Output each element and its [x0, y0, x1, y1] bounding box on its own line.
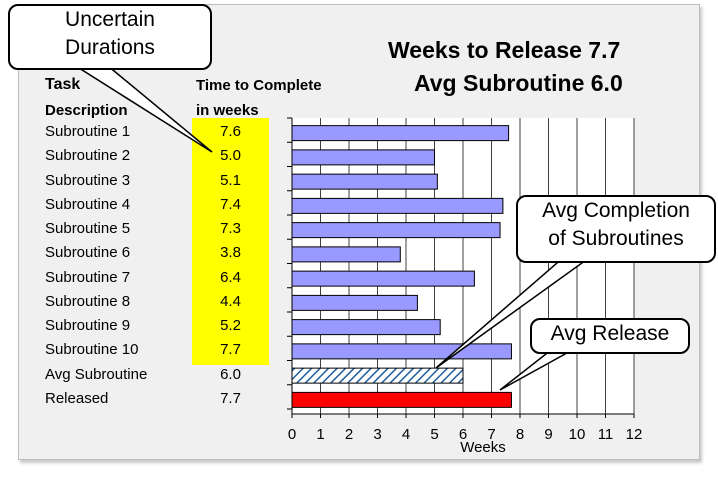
header-task: Task	[45, 76, 81, 93]
task-duration-value: 4.4	[220, 292, 241, 310]
callout-avg-completion: Avg Completion of Subroutines	[516, 195, 716, 263]
task-label: Subroutine 6	[45, 244, 131, 262]
callout-uncertain-pointer	[57, 55, 213, 153]
x-tick-label-4: 4	[402, 426, 410, 443]
task-label: Subroutine 10	[45, 341, 139, 359]
task-label: Subroutine 5	[45, 220, 131, 238]
bar-10	[291, 343, 512, 360]
callout-avg-completion-line-2: of Subroutines	[548, 227, 684, 250]
x-tick-label-1: 1	[316, 426, 324, 443]
x-tick-label-12: 12	[626, 426, 643, 443]
task-duration-value: 7.7	[220, 389, 241, 407]
x-tick-label-10: 10	[569, 426, 586, 443]
bar-5	[291, 222, 501, 239]
bar-7	[291, 270, 475, 287]
task-label: Subroutine 2	[45, 147, 131, 165]
x-tick-label-8: 8	[516, 426, 524, 443]
x-tick-label-2: 2	[345, 426, 353, 443]
callout-uncertain-line-2: Durations	[65, 36, 155, 59]
task-label: Subroutine 4	[45, 195, 131, 213]
header-in-weeks: in weeks	[196, 102, 259, 119]
task-label: Released	[45, 389, 109, 407]
callout-uncertain-durations: Uncertain Durations	[8, 4, 212, 70]
task-duration-value: 7.7	[220, 341, 241, 359]
bar-3	[291, 173, 438, 190]
task-duration-value: 6.0	[220, 365, 241, 383]
task-label: Subroutine 7	[45, 268, 131, 286]
task-duration-value: 5.1	[220, 171, 241, 189]
header-time-to-complete: Time to Complete	[196, 77, 322, 94]
bar-4	[291, 197, 504, 214]
x-tick-label-5: 5	[430, 426, 438, 443]
bar-8	[291, 294, 418, 311]
x-axis-label: Weeks	[460, 439, 506, 456]
bar-6	[291, 246, 401, 263]
task-label: Avg Subroutine	[45, 365, 148, 383]
x-tick-label-9: 9	[544, 426, 552, 443]
task-duration-value: 5.2	[220, 317, 241, 335]
task-label: Subroutine 1	[45, 123, 131, 141]
bar-released	[291, 391, 512, 408]
bar-9	[291, 319, 441, 336]
task-duration-value: 6.4	[220, 268, 241, 286]
task-label: Subroutine 3	[45, 171, 131, 189]
x-tick-label-0: 0	[288, 426, 296, 443]
callout-avg-release: Avg Release	[530, 318, 690, 354]
x-tick-label-3: 3	[373, 426, 381, 443]
callout-avg-release-line-1: Avg Release	[550, 322, 670, 345]
x-tick-label-7: 7	[487, 426, 495, 443]
task-duration-value: 7.6	[220, 123, 241, 141]
bar-avg-subroutine	[291, 367, 464, 384]
task-duration-value: 3.8	[220, 244, 241, 262]
task-duration-value: 5.0	[220, 147, 241, 165]
callout-uncertain-line-1: Uncertain	[65, 8, 155, 31]
x-tick-label-11: 11	[598, 426, 614, 443]
header-description: Description	[45, 102, 128, 119]
bar-1	[291, 125, 510, 142]
chart-title-line-1: Weeks to Release 7.7	[388, 37, 621, 63]
chart-title-line-2: Avg Subroutine 6.0	[414, 70, 623, 96]
task-label: Subroutine 8	[45, 292, 131, 310]
x-tick-label-6: 6	[459, 426, 467, 443]
task-duration-value: 7.3	[220, 220, 241, 238]
bar-2	[291, 149, 435, 166]
task-label: Subroutine 9	[45, 317, 131, 335]
uncertain-durations-highlight	[192, 118, 269, 365]
callout-avg-completion-line-1: Avg Completion	[542, 199, 690, 222]
task-duration-value: 7.4	[220, 195, 241, 213]
